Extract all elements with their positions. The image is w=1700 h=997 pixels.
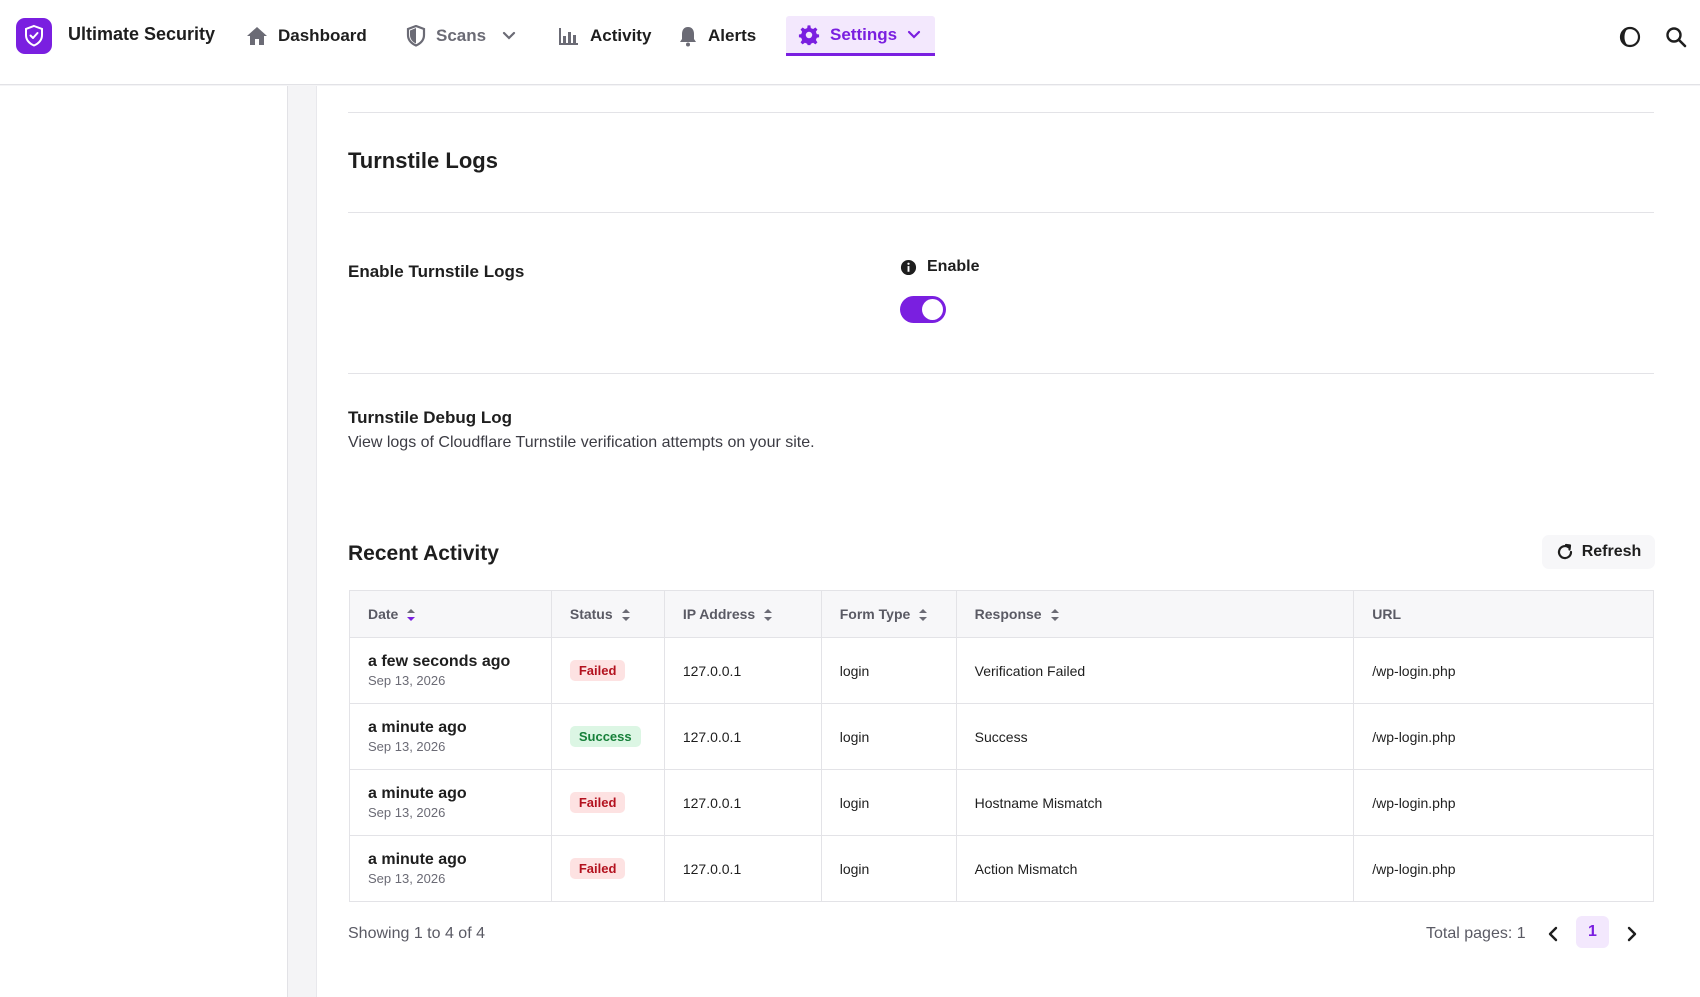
cell-date: a minute ago Sep 13, 2026 xyxy=(349,769,552,836)
page-number-button[interactable]: 1 xyxy=(1576,916,1609,948)
sort-icon xyxy=(621,609,630,622)
table-header-row: Date Status IP Address Form Type Respons… xyxy=(349,590,1654,638)
nav-settings[interactable]: Settings xyxy=(786,16,935,56)
left-sidebar-panel xyxy=(0,86,288,997)
enable-toggle-label: Enable xyxy=(927,258,980,275)
cell-response: Hostname Mismatch xyxy=(955,769,1355,836)
chevron-down-icon xyxy=(502,31,516,40)
activity-table: Date Status IP Address Form Type Respons… xyxy=(349,590,1654,902)
cell-status: Success xyxy=(550,703,665,770)
nav-activity-label: Activity xyxy=(590,26,652,45)
sort-icon xyxy=(1050,609,1059,622)
gear-icon xyxy=(798,24,820,45)
previous-page-button[interactable] xyxy=(1543,922,1563,946)
nav-scans[interactable]: Scans xyxy=(394,16,528,56)
cell-form-type: login xyxy=(820,637,957,704)
cell-ip: 127.0.0.1 xyxy=(663,703,822,770)
enable-toggle-heading: Enable xyxy=(900,258,979,276)
refresh-icon xyxy=(1557,543,1572,560)
pagination-summary: Showing 1 to 4 of 4 xyxy=(348,925,485,942)
column-header-response[interactable]: Response xyxy=(955,590,1355,638)
cell-url: /wp-login.php xyxy=(1353,637,1654,704)
cell-form-type: login xyxy=(820,835,957,902)
search-icon[interactable] xyxy=(1664,25,1688,49)
status-badge: Failed xyxy=(569,858,626,879)
refresh-label: Refresh xyxy=(1581,543,1642,560)
cell-ip: 127.0.0.1 xyxy=(663,769,822,836)
chevron-right-icon xyxy=(1627,926,1637,942)
column-header-url: URL xyxy=(1353,590,1654,638)
recent-activity-title: Recent Activity xyxy=(348,542,499,565)
bell-icon xyxy=(680,27,696,47)
enable-logs-label: Enable Turnstile Logs xyxy=(348,262,525,281)
cell-url: /wp-login.php xyxy=(1353,835,1654,902)
bar-chart-icon xyxy=(559,28,578,45)
debug-log-description: View logs of Cloudflare Turnstile verifi… xyxy=(348,434,815,451)
next-page-button[interactable] xyxy=(1622,922,1642,946)
table-row: a minute ago Sep 13, 2026 Failed 127.0.0.… xyxy=(349,769,1654,836)
info-icon xyxy=(900,259,917,275)
debug-log-title: Turnstile Debug Log xyxy=(348,408,513,427)
enable-logs-toggle[interactable] xyxy=(900,296,946,323)
total-pages: Total pages: 1 xyxy=(1426,925,1526,942)
cell-date: a minute ago Sep 13, 2026 xyxy=(349,703,552,770)
home-icon xyxy=(247,27,267,45)
nav-scans-label: Scans xyxy=(436,26,487,45)
brand-name[interactable]: Ultimate Security xyxy=(68,24,216,44)
cell-status: Failed xyxy=(550,769,665,836)
refresh-button[interactable]: Refresh xyxy=(1542,535,1655,569)
chevron-left-icon xyxy=(1548,926,1558,942)
shield-logo-icon[interactable] xyxy=(16,18,52,54)
column-header-date[interactable]: Date xyxy=(349,590,552,638)
cell-form-type: login xyxy=(820,703,957,770)
nav-alerts-label: Alerts xyxy=(708,26,757,45)
nav-dashboard-label: Dashboard xyxy=(278,26,367,45)
column-header-status[interactable]: Status xyxy=(550,590,665,638)
cell-url: /wp-login.php xyxy=(1353,769,1654,836)
cell-status: Failed xyxy=(550,835,665,902)
cell-date: a minute ago Sep 13, 2026 xyxy=(349,835,552,902)
divider xyxy=(348,212,1654,213)
table-row: a few seconds ago Sep 13, 2026 Failed 127… xyxy=(349,637,1654,704)
top-navigation-bar: Ultimate Security Dashboard Scans Activi… xyxy=(0,0,1700,85)
status-badge: Failed xyxy=(569,792,626,813)
chevron-down-icon xyxy=(907,30,921,39)
divider xyxy=(348,112,1654,113)
nav-activity[interactable]: Activity xyxy=(546,16,663,56)
column-header-form-type[interactable]: Form Type xyxy=(820,590,957,638)
sort-icon xyxy=(764,609,773,622)
cell-response: Verification Failed xyxy=(955,637,1355,704)
status-badge: Failed xyxy=(569,660,626,681)
cell-ip: 127.0.0.1 xyxy=(663,835,822,902)
cell-url: /wp-login.php xyxy=(1353,703,1654,770)
cell-ip: 127.0.0.1 xyxy=(663,637,822,704)
cell-response: Action Mismatch xyxy=(955,835,1355,902)
cell-response: Success xyxy=(955,703,1355,770)
table-row: a minute ago Sep 13, 2026 Success 127.0.0… xyxy=(349,703,1654,770)
dark-mode-toggle-icon[interactable] xyxy=(1618,25,1642,49)
cell-date: a few seconds ago Sep 13, 2026 xyxy=(349,637,552,704)
table-row: a minute ago Sep 13, 2026 Failed 127.0.0.… xyxy=(349,835,1654,902)
nav-settings-label: Settings xyxy=(830,24,898,44)
nav-alerts[interactable]: Alerts xyxy=(666,16,768,56)
cell-form-type: login xyxy=(820,769,957,836)
sort-icon xyxy=(919,609,928,622)
column-header-ip-address[interactable]: IP Address xyxy=(663,590,822,638)
divider xyxy=(348,373,1654,374)
nav-dashboard[interactable]: Dashboard xyxy=(234,16,379,56)
sort-icon xyxy=(407,609,416,622)
cell-status: Failed xyxy=(550,637,665,704)
section-title: Turnstile Logs xyxy=(348,148,498,173)
shield-icon xyxy=(406,25,426,47)
status-badge: Success xyxy=(569,726,641,747)
toggle-knob xyxy=(922,299,943,320)
